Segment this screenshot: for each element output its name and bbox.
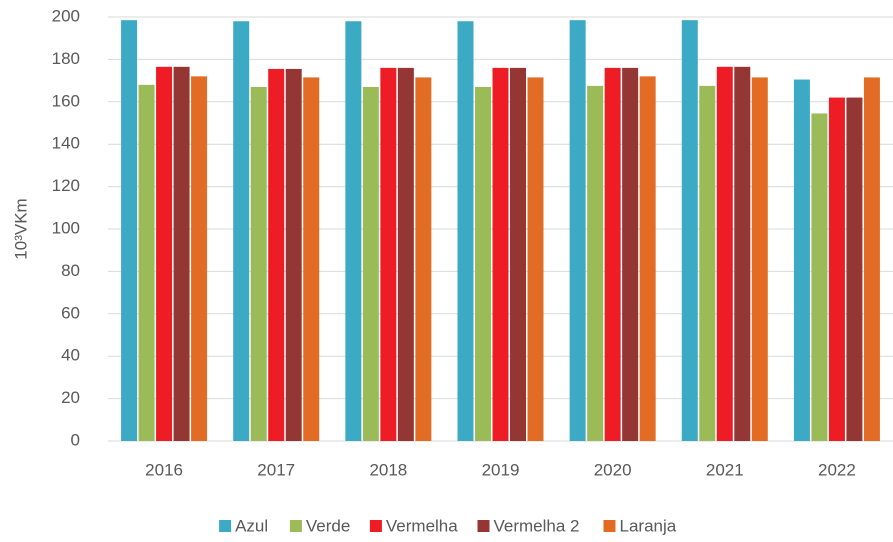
bar	[191, 76, 208, 442]
y-tick-label: 100	[52, 218, 80, 237]
bar	[121, 20, 138, 442]
y-tick-label: 60	[61, 303, 80, 322]
y-tick-label: 200	[52, 6, 80, 25]
bar	[303, 77, 320, 442]
x-tick-label: 2017	[257, 460, 295, 479]
bar	[751, 77, 768, 442]
legend-label: Verde	[306, 516, 350, 535]
legend-swatch	[603, 520, 616, 532]
legend-swatch	[219, 520, 232, 532]
bar	[173, 66, 190, 441]
bar	[380, 67, 397, 441]
bar	[716, 66, 733, 441]
bar	[345, 21, 362, 442]
bar	[510, 67, 526, 441]
bar	[622, 67, 639, 441]
x-tick-label: 2019	[482, 460, 520, 479]
bar	[604, 67, 621, 441]
bar	[415, 77, 432, 442]
bar	[793, 79, 810, 441]
legend-swatch	[289, 520, 302, 532]
bar	[587, 85, 604, 442]
legend-label: Vermelha	[386, 516, 458, 535]
y-tick-label: 140	[52, 134, 80, 153]
bar	[639, 76, 656, 442]
y-tick-label: 0	[71, 430, 80, 449]
bar	[734, 66, 751, 441]
legend-label: Vermelha 2	[494, 516, 580, 535]
y-tick-label: 120	[52, 176, 80, 195]
bar	[492, 67, 509, 441]
bar	[681, 20, 698, 442]
x-tick-label: 2016	[145, 460, 183, 479]
bar	[846, 97, 863, 441]
legend-swatch	[369, 520, 382, 532]
y-axis-label: 10³VKm	[11, 198, 30, 259]
y-tick-label: 180	[52, 49, 80, 68]
bar	[828, 97, 845, 441]
y-tick-label: 40	[61, 346, 80, 365]
x-tick-label: 2022	[818, 460, 856, 479]
bar	[397, 67, 414, 441]
legend-label: Azul	[235, 516, 268, 535]
y-tick-label: 80	[61, 261, 80, 280]
legend-swatch	[477, 520, 490, 532]
bar	[699, 85, 716, 442]
legend-label: Laranja	[620, 516, 677, 535]
x-tick-label: 2018	[369, 460, 407, 479]
bar	[863, 77, 880, 442]
bar	[475, 86, 491, 442]
x-tick-label: 2021	[706, 460, 744, 479]
y-tick-label: 20	[61, 388, 80, 407]
bar	[156, 66, 173, 441]
bar	[362, 86, 379, 442]
bar	[268, 68, 285, 441]
bar	[285, 68, 302, 441]
bar	[527, 77, 544, 442]
bar	[569, 20, 586, 442]
bar	[811, 113, 828, 442]
bar	[233, 21, 250, 442]
bar	[250, 86, 267, 442]
bar	[457, 21, 474, 442]
y-tick-label: 160	[52, 91, 80, 110]
x-tick-label: 2020	[594, 460, 632, 479]
bar	[138, 84, 155, 441]
